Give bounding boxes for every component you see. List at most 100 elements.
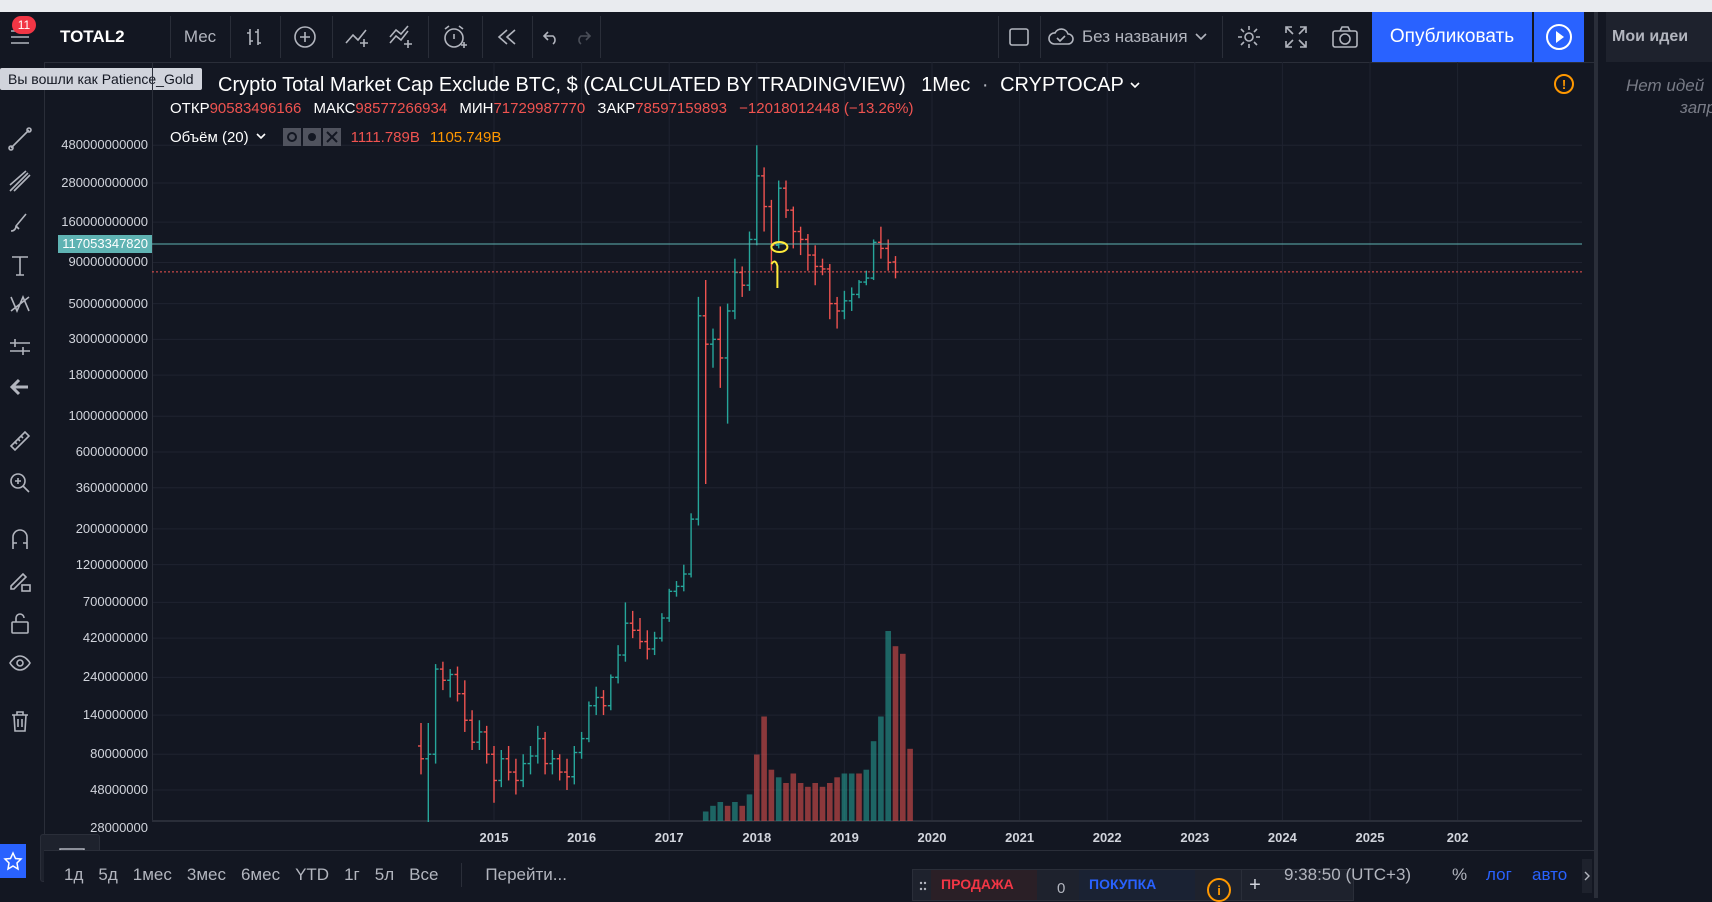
settings-button[interactable] <box>1226 12 1272 62</box>
brush-tool[interactable] <box>0 208 40 238</box>
price-label: 6000000000 <box>75 444 148 459</box>
arrow-left-icon <box>9 378 28 396</box>
price-label: 48000000 <box>90 781 148 797</box>
add-order-button[interactable]: + <box>1241 870 1268 900</box>
range-all[interactable]: Все <box>409 865 439 884</box>
text-tool[interactable] <box>0 250 40 280</box>
range-5y[interactable]: 5л <box>374 865 395 884</box>
volume-bar <box>819 786 826 821</box>
play-circle-icon <box>1546 24 1572 50</box>
volume-bar <box>732 802 738 821</box>
chevron-down-icon[interactable] <box>255 132 267 142</box>
remove-drawings-tool[interactable] <box>0 706 40 736</box>
gear-icon <box>1238 26 1260 48</box>
price-scale[interactable]: 480000000000 280000000000 160000000000 9000… <box>44 62 152 835</box>
range-buttons: 1д 5д 1мес 3мес 6мес YTD 1г 5л Все Перей… <box>64 851 567 899</box>
favorites-button[interactable] <box>0 844 26 878</box>
pencil-lock-icon <box>10 572 31 592</box>
close-label: ЗАКР <box>597 100 636 117</box>
drag-handle-icon <box>919 881 927 891</box>
fullscreen-button[interactable] <box>1274 12 1318 62</box>
time-axis[interactable]: 2015 2016 2017 2018 2019 2020 2021 2022 2023 2024… <box>152 822 1582 850</box>
ohlc-row: ОТКР90583496166 МАКС98577266934 МИН71729… <box>170 100 913 117</box>
volume-bar <box>900 653 906 821</box>
ruler-tool[interactable] <box>0 426 40 456</box>
bars-style-icon <box>247 29 261 45</box>
layout-name-button[interactable]: Без названия <box>1046 12 1214 62</box>
percent-toggle[interactable]: % <box>1452 865 1468 884</box>
magnet-tool[interactable] <box>0 524 40 554</box>
compare-button[interactable] <box>284 12 326 62</box>
back-tool[interactable] <box>0 372 40 402</box>
clock[interactable]: 9:38:50 (UTC+3) <box>1284 865 1412 884</box>
chevron-down-icon[interactable] <box>1129 81 1141 91</box>
range-1m[interactable]: 1мес <box>132 865 172 884</box>
panel-collapse-button[interactable] <box>1582 859 1592 893</box>
buy-button[interactable]: ПОКУПКА <box>1079 870 1195 900</box>
play-button[interactable] <box>1534 12 1584 62</box>
log-toggle[interactable]: лог <box>1486 865 1512 884</box>
open-value: 90583496166 <box>209 100 302 117</box>
trendline-tool[interactable] <box>0 124 40 154</box>
warning-icon[interactable]: ! <box>1554 74 1574 94</box>
low-label: МИН <box>459 100 494 117</box>
chart-legend-title-row: Crypto Total Market Cap Exclude BTC, $ (… <box>218 74 1141 97</box>
range-1y[interactable]: 1г <box>344 865 360 884</box>
pattern-tool[interactable] <box>0 290 40 320</box>
camera-icon <box>1332 26 1358 48</box>
range-1d[interactable]: 1д <box>64 865 84 884</box>
volume-bar <box>812 783 818 821</box>
annotation-mark <box>770 260 779 289</box>
star-icon <box>3 851 23 871</box>
volume-bar <box>841 773 848 821</box>
chart-style-button[interactable] <box>234 12 274 62</box>
price-label: 160000000000 <box>61 214 148 230</box>
redo-button[interactable] <box>568 12 598 62</box>
volume-bar <box>863 769 870 821</box>
replay-button[interactable] <box>486 12 528 62</box>
symbol-description[interactable]: Crypto Total Market Cap Exclude BTC, $ (… <box>218 74 906 96</box>
legend-interval: 1Мес <box>921 74 971 96</box>
auto-toggle[interactable]: авто <box>1532 865 1568 884</box>
zoom-tool[interactable] <box>0 468 40 498</box>
price-label: 18000000000 <box>68 367 148 383</box>
range-3m[interactable]: 3мес <box>186 865 226 884</box>
range-5d[interactable]: 5д <box>98 865 118 884</box>
volume-bar <box>783 783 789 821</box>
fib-tool[interactable] <box>0 166 40 196</box>
close-icon[interactable] <box>322 128 341 146</box>
drawing-toolbar <box>0 62 100 898</box>
range-6m[interactable]: 6мес <box>240 865 281 884</box>
buy-label: ПОКУПКА <box>1089 876 1157 892</box>
undo-icon <box>542 31 556 45</box>
volume-bar <box>768 769 775 821</box>
high-value: 98577266934 <box>355 100 448 117</box>
undo-button[interactable] <box>536 12 566 62</box>
range-ytd[interactable]: YTD <box>295 865 330 884</box>
hide-drawings-tool[interactable] <box>0 648 40 678</box>
prediction-tool[interactable] <box>0 332 40 362</box>
sell-button[interactable]: ПРОДАЖА <box>931 870 1037 900</box>
alert-button[interactable] <box>432 12 478 62</box>
chart-pane[interactable] <box>152 62 1582 822</box>
indicators-button[interactable] <box>336 12 380 62</box>
select-layout-button[interactable] <box>1002 12 1036 62</box>
volume-bar <box>790 773 797 821</box>
publish-button[interactable]: Опубликовать <box>1372 12 1532 62</box>
templates-button[interactable] <box>380 12 424 62</box>
info-icon[interactable]: i <box>1207 878 1231 902</box>
interval-button[interactable]: Мес <box>183 27 217 46</box>
pitchfork-icon <box>9 170 31 192</box>
lock-tool[interactable] <box>0 608 40 638</box>
symbol-search-button[interactable]: TOTAL2 <box>60 27 125 46</box>
stay-drawing-tool[interactable] <box>0 566 40 596</box>
snapshot-button[interactable] <box>1322 12 1368 62</box>
spread-value: 0 <box>1057 880 1066 897</box>
square-icon <box>1009 28 1029 46</box>
price-label: 480000000000 <box>61 137 148 153</box>
price-label: 140000000 <box>82 707 148 723</box>
gear-icon[interactable] <box>302 128 321 146</box>
volume-label[interactable]: Объём (20) <box>170 128 249 146</box>
eye-icon[interactable] <box>282 128 301 146</box>
goto-date-button[interactable]: Перейти... <box>485 865 567 884</box>
